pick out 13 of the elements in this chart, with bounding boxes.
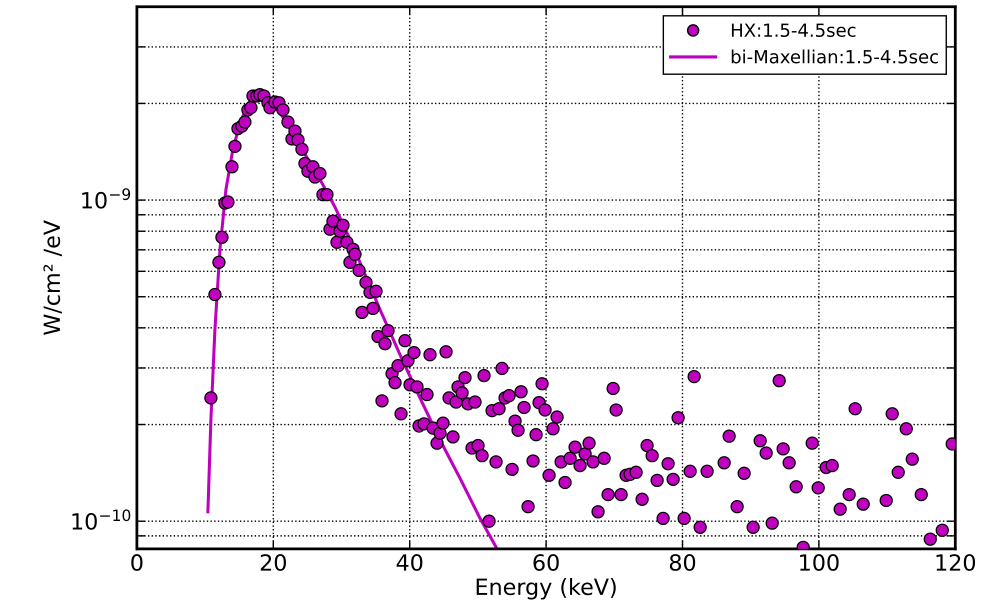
x-tick-label: 60 — [534, 554, 559, 571]
y-tick-label: 10$^{−10}$ — [72, 509, 130, 530]
legend-label: HX:1.5-4.5sec — [732, 24, 856, 37]
x-tick-label: 120 — [936, 554, 976, 571]
x-tick-label: 100 — [800, 554, 839, 571]
x-tick-label: 80 — [670, 554, 696, 571]
x-tick-label: 0 — [131, 554, 142, 571]
x-tick-label: 20 — [260, 554, 286, 571]
x-axis-title: Energy (keV) — [476, 578, 616, 600]
x-tick-label: 40 — [396, 554, 422, 571]
y-tick-label: 10$^{−9}$ — [82, 188, 130, 209]
legend-label: bi-Maxellian:1.5-4.5sec — [732, 50, 938, 64]
y-axis-title: W/cm² /eV — [43, 220, 62, 335]
